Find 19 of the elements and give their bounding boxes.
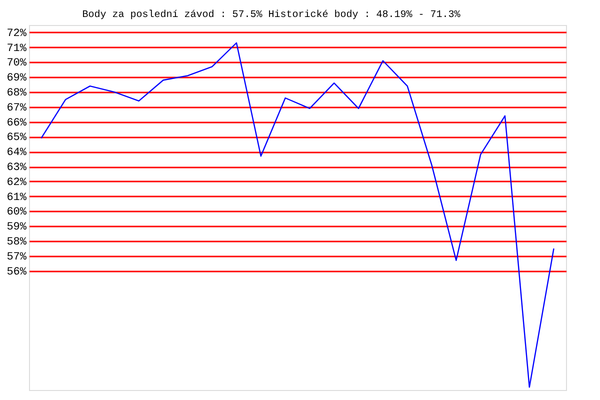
y-tick-label: 59% (6, 222, 27, 234)
y-tick-label: 63% (6, 162, 27, 174)
y-tick-label: 56% (6, 266, 27, 278)
y-tick-label: 57% (6, 251, 27, 264)
y-tick-label: 68% (6, 88, 27, 100)
y-tick-label: 62% (6, 176, 27, 189)
y-tick-label: 71% (6, 42, 27, 55)
line-series (40, 42, 554, 388)
y-tick-label: 70% (6, 58, 27, 70)
y-tick-label: 64% (6, 147, 27, 160)
y-tick-label: 67% (6, 102, 27, 114)
y-tick-label: 60% (6, 206, 27, 219)
y-tick-label: 69% (6, 72, 27, 85)
y-tick-label: 72% (6, 28, 27, 40)
y-tick-label: 66% (6, 117, 27, 130)
y-tick-label: 65% (6, 132, 27, 144)
chart-title: Body za poslední závod : 57.5% Historické body : 48.19% - 71.3% (82, 9, 460, 21)
y-tick-label: 61% (6, 192, 27, 204)
y-tick-label: 58% (6, 236, 27, 249)
